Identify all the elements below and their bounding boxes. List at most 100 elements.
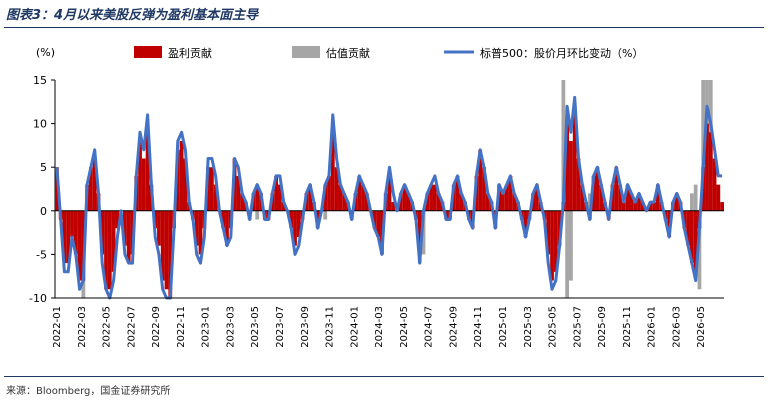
source-note: 来源：Bloomberg，国金证券研究所 — [6, 386, 171, 397]
valuation-bar — [693, 184, 698, 211]
earnings-bar — [705, 123, 709, 211]
legend-label-valuation: 估值贡献 — [326, 46, 370, 60]
earnings-bar — [77, 210, 82, 281]
valuation-bar — [569, 210, 573, 281]
valuation-bar — [421, 210, 426, 255]
y-tick-label: 5 — [40, 161, 47, 174]
earnings-bar — [92, 158, 97, 211]
earnings-bar — [501, 193, 505, 211]
earnings-bar — [164, 210, 169, 290]
earnings-bar — [240, 193, 244, 211]
y-tick-label: -5 — [36, 248, 47, 261]
x-tick-label: 2022-07 — [126, 306, 137, 348]
earnings-bar — [138, 141, 142, 211]
earnings-bar — [625, 184, 630, 211]
x-tick-label: 2024-09 — [448, 306, 459, 348]
earnings-bar — [553, 210, 558, 272]
valuation-bar — [255, 210, 260, 220]
earnings-bar — [523, 210, 528, 237]
legend-label-earnings: 盈利贡献 — [168, 46, 212, 60]
earnings-bar — [141, 158, 146, 211]
earnings-bar — [633, 202, 638, 211]
x-tick-label: 2023-09 — [300, 306, 311, 348]
earnings-bar — [168, 210, 173, 298]
earnings-bar — [330, 132, 335, 211]
y-tick-label: 15 — [33, 74, 47, 87]
earnings-bar — [194, 210, 199, 246]
earnings-bar — [637, 193, 641, 211]
earnings-bar — [708, 132, 713, 211]
x-tick-label: 2024-01 — [349, 306, 360, 348]
earnings-bar — [557, 210, 562, 246]
earnings-bar — [62, 210, 67, 264]
earnings-bar — [485, 193, 490, 211]
earnings-bar — [179, 141, 184, 211]
earnings-bar — [535, 184, 539, 211]
x-tick-label: 2024-05 — [399, 306, 410, 348]
x-tick-label: 2025-07 — [572, 306, 583, 348]
earnings-bar — [455, 175, 460, 211]
valuation-bar — [689, 193, 694, 211]
earnings-bar — [674, 193, 679, 211]
x-tick-label: 2023-03 — [225, 306, 236, 348]
earnings-bar — [274, 175, 278, 211]
earnings-bar — [595, 167, 600, 211]
x-tick-label: 2025-11 — [622, 306, 633, 348]
earnings-bar — [621, 202, 626, 211]
earnings-bar — [432, 184, 437, 211]
earnings-bar — [508, 175, 513, 211]
earnings-bar — [296, 210, 301, 237]
earnings-bar — [255, 184, 260, 211]
earnings-bar — [126, 210, 131, 264]
x-tick-label: 2022-09 — [151, 306, 162, 348]
x-tick-label: 2025-01 — [498, 306, 509, 348]
x-tick-label: 2026-05 — [696, 306, 707, 348]
earnings-bar — [157, 210, 161, 246]
earnings-bar — [648, 202, 653, 211]
earnings-bar — [478, 149, 483, 211]
earnings-bar — [278, 184, 282, 211]
earnings-bar — [104, 210, 108, 290]
earnings-bar — [73, 210, 78, 255]
earnings-bar — [160, 210, 165, 281]
earnings-bar — [183, 158, 188, 211]
earnings-bar — [482, 167, 486, 211]
earnings-bar — [209, 167, 214, 211]
earnings-bar — [512, 193, 517, 211]
earnings-bar — [618, 184, 622, 211]
x-tick-label: 2024-07 — [424, 306, 435, 348]
earnings-bar — [334, 167, 339, 211]
earnings-bar — [308, 184, 313, 211]
y-axis-unit: (%) — [36, 46, 55, 59]
earnings-bar — [550, 210, 554, 281]
earnings-bars — [55, 106, 724, 298]
earnings-bar — [406, 193, 411, 211]
earnings-bar — [429, 184, 433, 211]
earnings-bar — [720, 202, 724, 211]
earnings-bar — [342, 193, 347, 211]
source-divider — [4, 376, 764, 377]
earnings-bar — [70, 210, 74, 237]
earnings-bar — [338, 184, 343, 211]
valuation-bar — [561, 80, 566, 211]
earnings-bar — [323, 184, 328, 211]
earnings-bar — [107, 210, 112, 290]
earnings-bar — [361, 184, 365, 211]
earnings-bar — [417, 210, 422, 255]
earnings-bar — [459, 193, 464, 211]
earnings-bar — [123, 210, 127, 246]
earnings-bar — [55, 167, 59, 211]
legend-label-price-line: 标普500：股价月环比变动（%） — [480, 46, 643, 60]
earnings-bar — [504, 184, 509, 211]
earnings-bar — [364, 193, 369, 211]
earnings-bar — [640, 202, 645, 211]
earnings-bar — [569, 141, 573, 211]
earnings-bar — [89, 167, 93, 211]
earnings-bar — [115, 210, 120, 229]
earnings-bar — [712, 158, 717, 211]
earnings-bar — [572, 106, 577, 211]
x-tick-label: 2023-07 — [275, 306, 286, 348]
x-tick-label: 2023-05 — [250, 306, 261, 348]
x-tick-label: 2024-11 — [473, 306, 484, 348]
title-divider — [4, 27, 764, 28]
